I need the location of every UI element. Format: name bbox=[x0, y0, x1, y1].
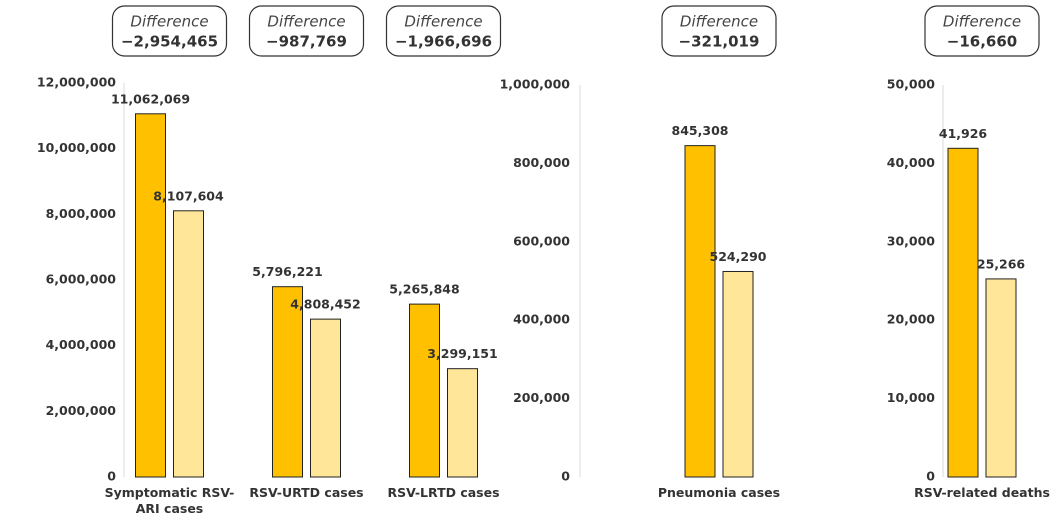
bar bbox=[135, 113, 166, 478]
y-tick-label: 50,000 bbox=[887, 77, 936, 92]
data-label: 5,265,848 bbox=[389, 282, 459, 297]
bar bbox=[272, 286, 303, 478]
annotation-box bbox=[385, 5, 502, 57]
x-tick-label-box: Symptomatic RSV-ARI cases bbox=[104, 485, 235, 516]
annotation-value: −16,660 bbox=[947, 33, 1017, 51]
y-tick-label: 40,000 bbox=[887, 155, 936, 170]
y-tick-label: 30,000 bbox=[887, 233, 936, 248]
bar bbox=[409, 303, 440, 478]
annotation-title: Difference bbox=[130, 13, 208, 31]
y-tick-label: 10,000 bbox=[887, 390, 936, 405]
y-tick-label: 2,000,000 bbox=[46, 403, 117, 418]
annotation-value: −987,769 bbox=[266, 33, 347, 51]
bar bbox=[173, 210, 204, 478]
y-tick-label: 6,000,000 bbox=[46, 272, 117, 287]
x-tick-label-box: RSV-URTD cases bbox=[249, 485, 364, 500]
annotation-title: Difference bbox=[680, 13, 758, 31]
annotation-title: Difference bbox=[267, 13, 345, 31]
y-tick-label: 4,000,000 bbox=[46, 337, 117, 352]
data-label: 25,266 bbox=[977, 256, 1026, 271]
data-label: 4,808,452 bbox=[290, 297, 360, 312]
bar bbox=[684, 145, 716, 478]
bar bbox=[310, 318, 341, 478]
y-tick-label: 8,000,000 bbox=[46, 206, 117, 221]
y-tick-label: 200,000 bbox=[513, 390, 570, 405]
data-label: 524,290 bbox=[710, 249, 767, 264]
annotation-box bbox=[111, 5, 228, 57]
data-label: 845,308 bbox=[672, 123, 729, 138]
x-tick-label: Pneumonia cases bbox=[657, 485, 781, 500]
annotation-box bbox=[661, 5, 777, 57]
x-tick-label-box: RSV-LRTD cases bbox=[387, 485, 500, 500]
data-label: 8,107,604 bbox=[153, 188, 224, 203]
data-label: 41,926 bbox=[939, 126, 988, 141]
bar bbox=[985, 278, 1017, 478]
x-tick-label: RSV-URTD cases bbox=[249, 485, 364, 500]
y-tick-label: 800,000 bbox=[513, 155, 570, 170]
annotation-title: Difference bbox=[943, 13, 1021, 31]
annotation-value: −2,954,465 bbox=[121, 33, 218, 51]
annotation-value: −321,019 bbox=[679, 33, 760, 51]
data-label: 3,299,151 bbox=[427, 346, 497, 361]
y-tick-label: 0 bbox=[561, 469, 570, 484]
annotation-box bbox=[248, 5, 365, 57]
x-tick-label: Symptomatic RSV-ARI cases bbox=[104, 485, 235, 516]
y-tick-label: 1,000,000 bbox=[500, 77, 571, 92]
y-tick-label: 0 bbox=[926, 469, 935, 484]
x-tick-label-box: RSV-related deaths bbox=[914, 485, 1050, 500]
bar bbox=[947, 147, 979, 478]
y-tick-label: 600,000 bbox=[513, 233, 570, 248]
x-tick-label: RSV-related deaths bbox=[914, 485, 1050, 500]
annotation-value: −1,966,696 bbox=[395, 33, 492, 51]
y-tick-label: 12,000,000 bbox=[37, 75, 116, 90]
y-tick-label: 20,000 bbox=[887, 312, 936, 327]
x-tick-label-box: Pneumonia cases bbox=[657, 485, 781, 500]
data-label: 11,062,069 bbox=[111, 91, 190, 106]
y-tick-label: 400,000 bbox=[513, 312, 570, 327]
annotation-title: Difference bbox=[404, 13, 482, 31]
y-tick-label: 0 bbox=[107, 469, 116, 484]
x-tick-label: RSV-LRTD cases bbox=[387, 485, 500, 500]
bar bbox=[722, 270, 754, 478]
y-tick-label: 10,000,000 bbox=[37, 140, 116, 155]
data-label: 5,796,221 bbox=[252, 264, 322, 279]
annotation-box bbox=[924, 5, 1040, 57]
bar bbox=[447, 368, 478, 478]
